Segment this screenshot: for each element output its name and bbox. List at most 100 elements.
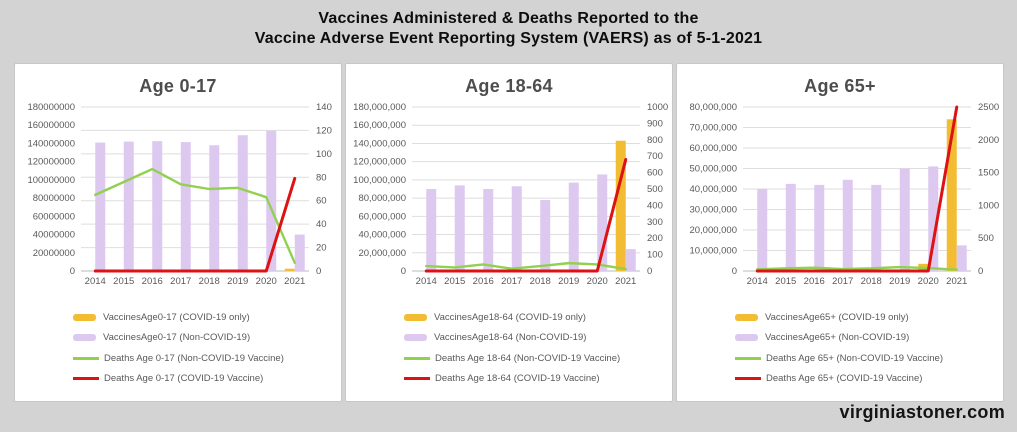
legend-line-swatch (73, 356, 99, 360)
chart-legend: VaccinesAge0-17 (COVID-19 only) VaccinesA… (73, 307, 341, 389)
svg-text:80,000,000: 80,000,000 (358, 193, 406, 204)
legend-bar-swatch (735, 313, 758, 321)
svg-text:2015: 2015 (113, 276, 134, 287)
svg-text:0: 0 (70, 266, 75, 277)
svg-text:2016: 2016 (473, 276, 494, 287)
legend-item: Deaths Age 65+ (Non-COVID-19 Vaccine) (735, 348, 1003, 369)
legend-bar-swatch (73, 334, 96, 342)
svg-text:2019: 2019 (558, 276, 579, 287)
svg-text:140000000: 140000000 (27, 138, 75, 149)
chart-legend: VaccinesAge18-64 (COVID-19 only) Vaccines… (404, 307, 672, 389)
deaths-line-noncovid (94, 167, 296, 265)
svg-text:1000: 1000 (647, 102, 668, 113)
chart-canvas: 0 10,000,000 20,000,000 30,000,000 40,000,00… (689, 102, 999, 287)
svg-text:2018: 2018 (530, 276, 551, 287)
svg-text:70,000,000: 70,000,000 (689, 123, 737, 134)
svg-text:80,000,000: 80,000,000 (689, 102, 737, 113)
svg-text:2014: 2014 (85, 276, 106, 287)
left-axis-labels: 0 10,000,000 20,000,000 30,000,000 40,000,00… (689, 102, 737, 277)
svg-text:100: 100 (647, 250, 663, 261)
x-axis-labels: 2014 2015 2016 2017 2018 2019 2020 2021 (416, 276, 637, 287)
bars-noncovid-vaccines (757, 166, 967, 271)
chart-title: Age 18-64 (465, 76, 553, 96)
legend-label: VaccinesAge65+ (COVID-19 only) (765, 311, 909, 323)
svg-text:700: 700 (647, 151, 663, 162)
page-title-line1: Vaccines Administered & Deaths Reported … (318, 10, 699, 27)
gridlines (81, 106, 309, 272)
legend-item: Deaths Age 0-17 (COVID-19 Vaccine) (73, 369, 341, 390)
svg-text:2018: 2018 (861, 276, 882, 287)
svg-text:30,000,000: 30,000,000 (689, 205, 737, 216)
svg-text:120: 120 (316, 125, 332, 136)
svg-text:2020: 2020 (256, 276, 277, 287)
legend-line-swatch (404, 356, 430, 360)
legend-label: Deaths Age 18-64 (COVID-19 Vaccine) (435, 373, 600, 385)
svg-text:2019: 2019 (889, 276, 910, 287)
svg-text:120000000: 120000000 (27, 157, 75, 168)
svg-text:2021: 2021 (946, 276, 967, 287)
legend-item: VaccinesAge65+ (COVID-19 only) (735, 307, 1003, 328)
legend-bar-swatch (404, 313, 427, 321)
svg-text:600: 600 (647, 168, 663, 179)
svg-text:80000000: 80000000 (33, 193, 75, 204)
legend-item: Deaths Age 18-64 (Non-COVID-19 Vaccine) (404, 348, 672, 369)
svg-text:60: 60 (316, 196, 327, 207)
svg-text:2020: 2020 (918, 276, 939, 287)
legend-label: Deaths Age 65+ (Non-COVID-19 Vaccine) (766, 352, 943, 364)
svg-text:2017: 2017 (170, 276, 191, 287)
svg-text:100,000,000: 100,000,000 (353, 175, 406, 186)
chart-panel-age-18-64: Age 18-64 0 20,000,000 40,000,000 60,000,00… (345, 63, 673, 402)
svg-text:2021: 2021 (615, 276, 636, 287)
svg-text:0: 0 (401, 266, 406, 277)
deaths-line-noncovid (756, 265, 958, 271)
svg-text:500: 500 (978, 233, 994, 244)
chart-canvas: 0 20000000 40000000 60000000 80000000 1000000… (27, 102, 332, 287)
svg-text:300: 300 (647, 217, 663, 228)
x-axis-labels: 2014 2015 2016 2017 2018 2019 2020 2021 (747, 276, 968, 287)
svg-text:2018: 2018 (199, 276, 220, 287)
legend-label: Deaths Age 65+ (COVID-19 Vaccine) (766, 373, 923, 385)
svg-text:60,000,000: 60,000,000 (358, 211, 406, 222)
left-axis-labels: 0 20,000,000 40,000,000 60,000,000 80,000,00… (353, 102, 406, 277)
legend-line-swatch (73, 377, 99, 381)
svg-text:2020: 2020 (587, 276, 608, 287)
legend-line-swatch (735, 377, 761, 381)
legend-item: VaccinesAge0-17 (Non-COVID-19) (73, 328, 341, 349)
page-title: Vaccines Administered & Deaths Reported … (0, 9, 1017, 49)
svg-text:140,000,000: 140,000,000 (353, 138, 406, 149)
bars-covid-vaccines (284, 268, 295, 271)
svg-text:20000000: 20000000 (33, 248, 75, 259)
legend-label: VaccinesAge0-17 (COVID-19 only) (103, 311, 250, 323)
svg-text:2021: 2021 (284, 276, 305, 287)
svg-text:1000: 1000 (978, 200, 999, 211)
svg-text:140: 140 (316, 102, 332, 113)
svg-text:500: 500 (647, 184, 663, 195)
svg-text:2000: 2000 (978, 135, 999, 146)
svg-text:40,000,000: 40,000,000 (689, 184, 737, 195)
legend-label: Deaths Age 0-17 (COVID-19 Vaccine) (104, 373, 264, 385)
legend-item: Deaths Age 18-64 (COVID-19 Vaccine) (404, 369, 672, 390)
legend-label: VaccinesAge65+ (Non-COVID-19) (765, 332, 910, 344)
legend-line-swatch (735, 356, 761, 360)
svg-text:2015: 2015 (444, 276, 465, 287)
svg-text:0: 0 (978, 266, 983, 277)
deaths-line-covid (424, 157, 628, 273)
legend-bar-swatch (735, 334, 758, 342)
svg-text:0: 0 (647, 266, 652, 277)
svg-text:2019: 2019 (227, 276, 248, 287)
svg-text:2017: 2017 (501, 276, 522, 287)
svg-text:2017: 2017 (832, 276, 853, 287)
svg-text:20,000,000: 20,000,000 (358, 248, 406, 259)
right-axis-labels: 0 500 1000 1500 2000 2500 (978, 102, 999, 277)
svg-text:2015: 2015 (775, 276, 796, 287)
svg-text:40: 40 (316, 219, 327, 230)
svg-text:180000000: 180000000 (27, 102, 75, 113)
svg-text:2014: 2014 (416, 276, 437, 287)
legend-label: Deaths Age 18-64 (Non-COVID-19 Vaccine) (435, 352, 621, 364)
chart-canvas: 0 20,000,000 40,000,000 60,000,000 80,000,00… (353, 102, 668, 287)
svg-text:2016: 2016 (804, 276, 825, 287)
svg-text:0: 0 (316, 266, 321, 277)
svg-text:80: 80 (316, 172, 327, 183)
svg-text:60000000: 60000000 (33, 211, 75, 222)
